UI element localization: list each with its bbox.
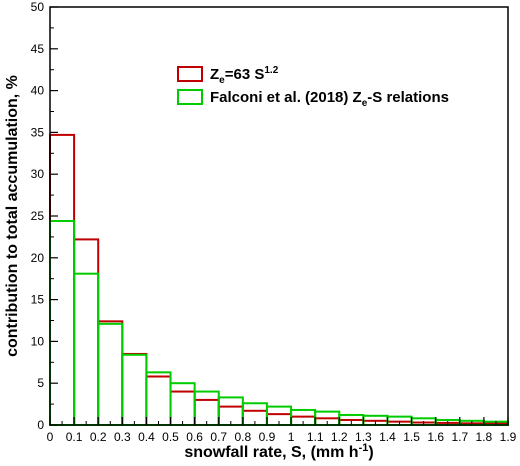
y-axis-ticks: 0 5 10 15 20 25 30 35 40 45 50 bbox=[31, 0, 58, 432]
x-tick-label: 1.5 bbox=[403, 430, 420, 444]
bar-green bbox=[73, 272, 100, 426]
legend-label-green: Falconi et al. (2018) Ze-S relations bbox=[210, 89, 449, 109]
legend-label-red: Ze=63 S1.2 bbox=[210, 65, 279, 86]
x-tick-label: 0.6 bbox=[186, 430, 203, 444]
x-tick-label: 0.5 bbox=[162, 430, 179, 444]
x-tick-label: 1.6 bbox=[427, 430, 444, 444]
bar-green bbox=[145, 371, 172, 426]
bar-red bbox=[121, 352, 148, 426]
legend-swatch-red bbox=[177, 66, 203, 82]
x-tick-label: 1 bbox=[288, 430, 295, 444]
x-axis-title-main: snowfall rate, S, (mm h bbox=[184, 444, 358, 461]
x-tick-label: 1.2 bbox=[331, 430, 348, 444]
legend: Ze=63 S1.2 Falconi et al. (2018) Ze-S re… bbox=[177, 65, 449, 109]
x-tick-label: 0.3 bbox=[114, 430, 131, 444]
bar-green bbox=[193, 390, 220, 426]
bar-red bbox=[169, 390, 196, 426]
y-tick-label: 5 bbox=[37, 376, 44, 390]
bar-green bbox=[121, 353, 148, 426]
y-tick-label: 35 bbox=[31, 125, 45, 139]
plot-frame bbox=[49, 6, 509, 426]
bar-red bbox=[73, 238, 100, 426]
x-tick-label: 0.8 bbox=[234, 430, 251, 444]
bar-green bbox=[49, 220, 76, 426]
x-tick-label: 1.4 bbox=[379, 430, 396, 444]
bar-red bbox=[49, 133, 76, 427]
x-tick-label: 1.8 bbox=[476, 430, 493, 444]
bar-green bbox=[169, 382, 196, 427]
x-tick-label: 1.1 bbox=[307, 430, 324, 444]
series-red-bars bbox=[49, 133, 510, 427]
legend-swatch-green bbox=[177, 89, 203, 105]
x-axis-title: snowfall rate, S, (mm h-1) bbox=[184, 442, 373, 461]
x-tick-label: 0.1 bbox=[66, 430, 83, 444]
bar-green bbox=[217, 396, 244, 426]
x-axis-ticks: 0 0.1 0.2 0.3 0.4 0.5 0.6 0.7 0.8 0.9 1 1.1 1.2 1.3 1.… bbox=[47, 417, 517, 444]
x-tick-label: 0.9 bbox=[259, 430, 276, 444]
y-tick-label: 15 bbox=[31, 293, 45, 307]
bar-green bbox=[97, 322, 124, 426]
y-tick-label: 50 bbox=[31, 0, 45, 14]
y-axis-title: contribution to total accumulation, % bbox=[4, 75, 21, 357]
x-tick-label: 1.3 bbox=[355, 430, 372, 444]
x-tick-label: 1.7 bbox=[451, 430, 468, 444]
x-tick-label: 0.4 bbox=[138, 430, 155, 444]
x-tick-label: 0.7 bbox=[210, 430, 227, 444]
series-green-bars bbox=[49, 220, 510, 427]
y-tick-label: 40 bbox=[31, 84, 45, 98]
y-tick-label: 10 bbox=[31, 334, 45, 348]
y-tick-label: 0 bbox=[37, 418, 44, 432]
x-axis-title-close: ) bbox=[368, 444, 373, 461]
y-tick-label: 20 bbox=[31, 251, 45, 265]
x-axis-title-superscript: -1 bbox=[359, 442, 369, 454]
y-tick-label: 25 bbox=[31, 209, 45, 223]
x-tick-label: 0 bbox=[47, 430, 54, 444]
bar-red bbox=[97, 320, 124, 426]
y-tick-label: 30 bbox=[31, 167, 45, 181]
bar-red bbox=[145, 375, 172, 426]
y-tick-label: 45 bbox=[31, 42, 45, 56]
x-tick-label: 0.2 bbox=[90, 430, 107, 444]
x-tick-label: 1.9 bbox=[500, 430, 517, 444]
